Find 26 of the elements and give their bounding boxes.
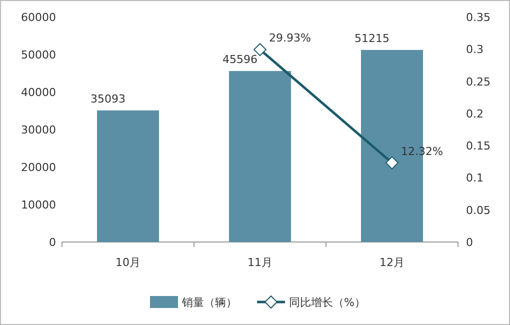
y-tick-label: 0 <box>49 236 56 249</box>
x-tick-label: 10月 <box>116 256 140 269</box>
y-tick-label: 30000 <box>21 124 56 136</box>
data-label: 51215 <box>354 32 390 45</box>
data-label: 35093 <box>90 92 126 106</box>
y-tick-label: 60000 <box>21 11 56 24</box>
y-tick-label: 20000 <box>21 161 56 174</box>
y2-tick-label: 0 <box>466 236 473 249</box>
y2-tick-label: 0.3 <box>466 43 484 56</box>
data-label: 45596 <box>222 53 258 66</box>
legend-label: 销量（辆） <box>181 296 237 309</box>
legend-label: 同比增长（%） <box>289 296 366 309</box>
y2-tick-label: 0.1 <box>466 172 484 185</box>
y-tick-label: 40000 <box>21 86 56 99</box>
bar <box>97 110 159 242</box>
x-tick-label: 12月 <box>380 256 404 269</box>
y2-tick-label: 0.35 <box>466 11 490 24</box>
y2-tick-label: 0.15 <box>466 140 490 153</box>
x-tick-label: 11月 <box>248 256 272 269</box>
data-label: 29.93% <box>269 32 311 45</box>
bar <box>229 71 291 242</box>
y2-tick-label: 0.25 <box>466 75 490 88</box>
y-tick-label: 50000 <box>21 48 56 62</box>
y2-tick-label: 0.05 <box>466 204 490 217</box>
y-tick-label: 10000 <box>21 198 56 212</box>
y2-tick-label: 0.2 <box>466 107 484 120</box>
